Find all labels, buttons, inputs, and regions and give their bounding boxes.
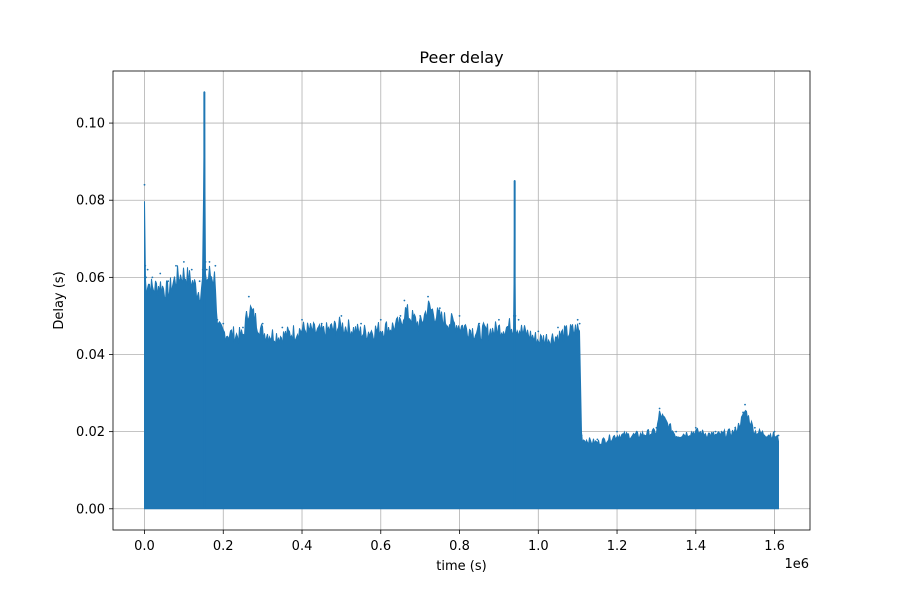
delay-point <box>167 280 170 283</box>
delay-point <box>198 280 201 283</box>
data-layer <box>143 91 780 510</box>
x-tick-label: 0.0 <box>134 539 155 554</box>
delay-point <box>403 299 406 302</box>
delay-point <box>675 430 678 433</box>
y-axis-label: Delay (s) <box>52 271 67 329</box>
delay-point <box>242 326 244 329</box>
y-tick-label: 0.04 <box>76 348 105 363</box>
x-axis-offset-label: 1e6 <box>784 557 809 572</box>
delay-point <box>635 430 638 433</box>
delay-point <box>222 322 225 325</box>
delay-point <box>320 322 323 325</box>
delay-point <box>208 261 211 263</box>
delay-point <box>216 318 219 321</box>
delay-point <box>576 318 579 321</box>
delay-point <box>261 322 264 325</box>
delay-point <box>557 326 559 329</box>
delay-point <box>734 426 737 429</box>
delay-point <box>580 434 583 437</box>
delay-point <box>144 264 147 267</box>
plot-frame <box>112 70 811 531</box>
delay-point <box>151 276 154 279</box>
delay-point <box>694 426 697 429</box>
x-tick-label: 1.6 <box>764 539 785 554</box>
delay-point <box>214 264 217 267</box>
delay-point <box>360 322 362 325</box>
delay-area <box>144 114 779 510</box>
delay-point <box>742 411 744 414</box>
delay-point <box>143 183 146 186</box>
delay-point <box>596 438 599 441</box>
delay-point <box>419 315 422 317</box>
delay-point <box>537 330 540 333</box>
delay-point <box>399 315 402 317</box>
delay-point <box>159 272 162 275</box>
x-tick-label: 0.2 <box>213 539 234 554</box>
x-tick-label: 1.4 <box>685 539 706 554</box>
delay-point <box>281 326 284 329</box>
delay-point <box>578 322 581 325</box>
delay-point <box>438 307 441 310</box>
delay-point <box>146 268 149 271</box>
y-tick-label: 0.02 <box>76 425 105 440</box>
delay-point <box>247 295 250 298</box>
x-tick-label: 1.0 <box>528 539 549 554</box>
chart-title: Peer delay <box>419 48 503 67</box>
x-tick-label: 0.6 <box>370 539 391 554</box>
delay-point <box>201 268 204 271</box>
delay-point <box>145 276 147 279</box>
delay-point <box>714 430 717 433</box>
delay-point <box>458 315 461 317</box>
delay-point <box>658 407 661 410</box>
delay-point <box>773 430 776 433</box>
y-tick-label: 0.10 <box>76 117 105 132</box>
delay-point <box>616 430 618 433</box>
delay-point <box>379 318 382 321</box>
delay-point <box>427 295 429 298</box>
delay-point <box>182 261 185 263</box>
delay-point <box>498 318 500 321</box>
x-axis-label: time (s) <box>436 559 486 574</box>
delay-point <box>777 434 780 437</box>
y-tick-label: 0.00 <box>76 502 105 517</box>
delay-point <box>517 318 520 321</box>
y-tick-label: 0.08 <box>76 194 105 209</box>
y-tick-label: 0.06 <box>76 271 105 286</box>
delay-point <box>190 268 193 271</box>
x-tick-label: 0.8 <box>449 539 470 554</box>
delay-point <box>478 322 481 325</box>
x-tick-label: 1.2 <box>607 539 628 554</box>
delay-point <box>205 268 208 271</box>
delay-point <box>301 318 303 321</box>
delay-point <box>340 315 343 317</box>
x-tick-label: 0.4 <box>292 539 313 554</box>
delay-point <box>753 426 756 429</box>
tick-layer: 0.0 0.2 0.4 0.6 0.8 1.0 1.2 1.4 1.6 0.00 0.02 0.04 0… <box>76 117 785 554</box>
delay-point <box>655 426 658 429</box>
delay-point <box>744 403 746 406</box>
delay-point <box>175 264 177 267</box>
